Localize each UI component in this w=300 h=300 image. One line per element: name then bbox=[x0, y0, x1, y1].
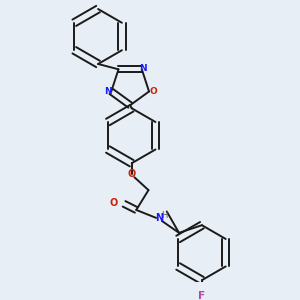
Text: O: O bbox=[149, 87, 157, 96]
Text: N: N bbox=[155, 213, 163, 223]
Text: N: N bbox=[139, 64, 146, 73]
Text: H: H bbox=[161, 211, 168, 220]
Text: O: O bbox=[110, 198, 118, 208]
Text: O: O bbox=[128, 169, 136, 179]
Text: F: F bbox=[198, 291, 206, 300]
Text: N: N bbox=[104, 87, 111, 96]
